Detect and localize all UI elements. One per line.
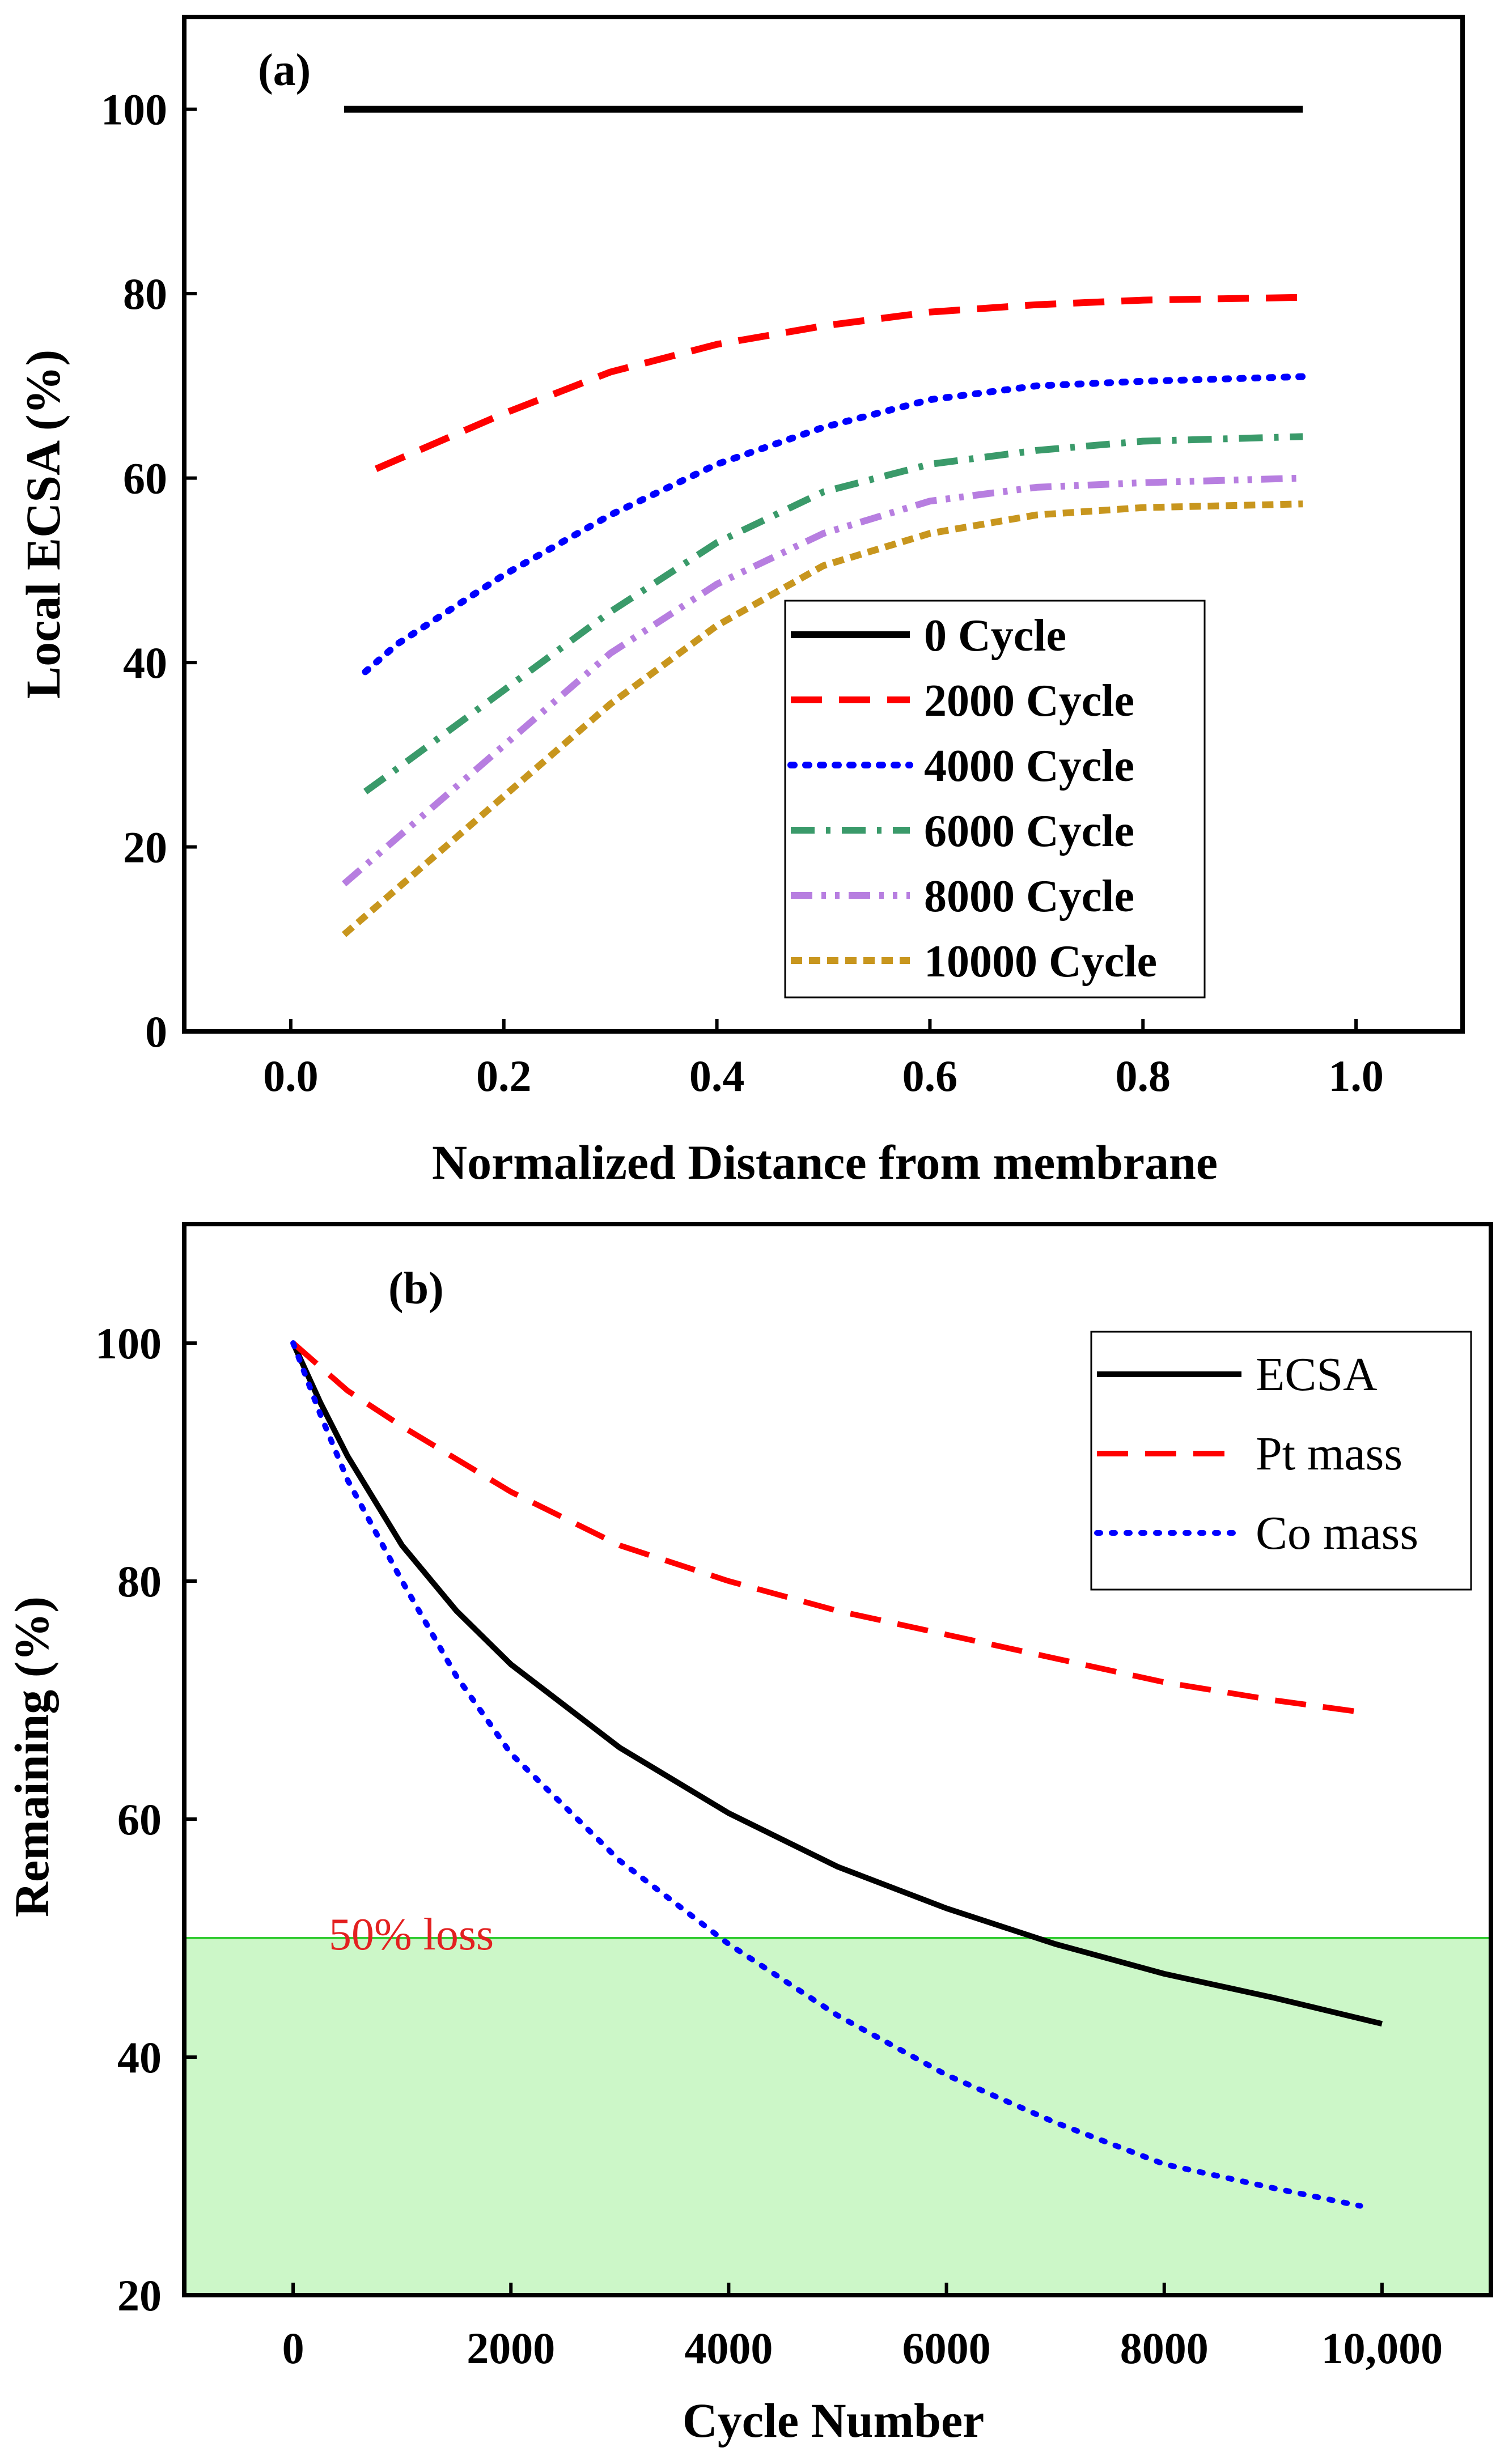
panel-a-legend: 0 Cycle 2000 Cycle 4000 Cycle 6000 Cycle 800… [784,600,1206,999]
panel-b-legend-rows: ECSA Pt mass Co mass [1094,1348,1418,1560]
panel-b-frame [182,1222,1493,2297]
y-tick-label: 60 [117,1795,162,1844]
y-tick-label: 0 [145,1007,167,1056]
y-tick-label: 20 [117,2271,162,2320]
panel-a-x-axis-title: Normalized Distance from membrane [432,1135,1218,1189]
y-tick-label: 80 [123,269,167,318]
y-tick-label: 100 [101,85,167,134]
panel-a-legend-box [784,600,1206,999]
panel-b-series-group [290,1340,1383,2209]
panel-a-legend-rows: 0 Cycle 2000 Cycle 4000 Cycle 6000 Cycle 800… [787,611,1157,987]
panel-b-ticks: 0 2000 4000 6000 8000 10,000 20 40 60 80 100 [95,1319,1443,2373]
x-tick-label: 0.0 [263,1051,319,1101]
series-line-ecsa [290,1341,1383,2027]
legend-label: Pt mass [1256,1428,1402,1480]
x-tick-label: 6000 [902,2323,991,2373]
series-line-4000-cycle [362,373,1307,676]
y-tick-label: 20 [123,823,167,872]
panel-a-chart: 0.0 0.2 0.4 0.6 0.8 1.0 0 20 40 60 80 100 (a) Norma… [16,15,1465,1189]
y-tick-label: 60 [123,454,167,503]
y-tick-label: 40 [123,638,167,687]
legend-label: 8000 Cycle [924,872,1134,921]
x-tick-label: 8000 [1120,2323,1209,2373]
panel-a-series-group [341,105,1307,937]
legend-label: 6000 Cycle [924,806,1134,856]
series-line-8000-cycle [341,474,1303,887]
panel-a-label: (a) [258,45,311,95]
legend-label: 10000 Cycle [924,937,1157,987]
x-tick-label: 4000 [684,2323,773,2373]
y-tick-label: 100 [95,1319,162,1368]
legend-label: 2000 Cycle [924,676,1134,726]
series-line-6000-cycle [363,433,1303,795]
x-tick-label: 0.6 [902,1051,958,1101]
series-line-10000-cycle [341,500,1303,937]
panel-a-frame [182,15,1465,1034]
x-tick-label: 2000 [467,2323,555,2373]
series-line-pt-mass [291,1341,1361,1715]
series-line-co-mass [290,1340,1363,2209]
x-tick-label: 0.2 [476,1051,532,1101]
panel-b-legend: ECSA Pt mass Co mass [1090,1331,1472,1591]
panel-b-threshold-region [184,1938,1491,2295]
x-tick-label: 10,000 [1321,2323,1443,2373]
x-tick-label: 0.8 [1116,1051,1171,1101]
panel-a-y-axis-title: Local ECSA (%) [16,350,70,699]
x-tick-label: 0.4 [689,1051,745,1101]
series-line-2000-cycle [374,294,1303,472]
panel-b-threshold-label: 50% loss [329,1910,494,1960]
x-tick-label: 1.0 [1328,1051,1384,1101]
panel-b-chart: 0 2000 4000 6000 8000 10,000 20 40 60 80 100 (b) 5… [5,1222,1493,2448]
panel-a-ticks: 0.0 0.2 0.4 0.6 0.8 1.0 0 20 40 60 80 100 [101,85,1384,1101]
panel-b-x-axis-title: Cycle Number [683,2393,985,2448]
legend-label: 4000 Cycle [924,741,1134,791]
x-tick-label: 0 [282,2323,304,2373]
panel-b-label: (b) [388,1264,444,1314]
legend-label: ECSA [1256,1348,1378,1401]
legend-label: 0 Cycle [924,611,1066,661]
y-tick-label: 40 [117,2033,162,2082]
legend-label: Co mass [1256,1507,1418,1560]
y-tick-label: 80 [117,1557,162,1606]
panel-b-y-axis-title: Remaining (%) [5,1596,59,1917]
